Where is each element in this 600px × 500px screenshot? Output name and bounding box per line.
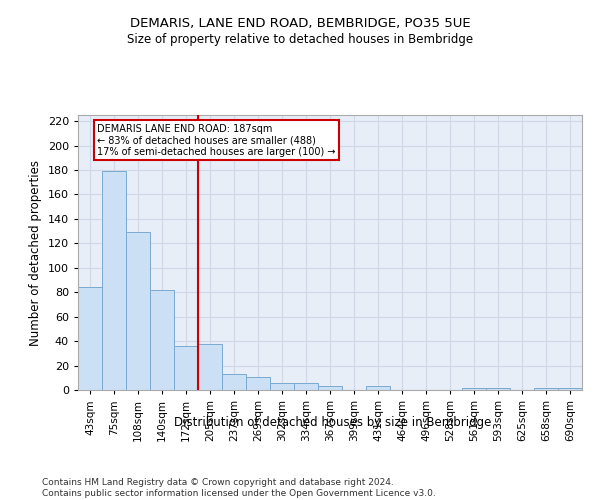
Bar xyxy=(558,388,582,390)
Bar xyxy=(318,386,342,390)
Text: DEMARIS LANE END ROAD: 187sqm
← 83% of detached houses are smaller (488)
17% of : DEMARIS LANE END ROAD: 187sqm ← 83% of d… xyxy=(97,124,336,157)
Text: Distribution of detached houses by size in Bembridge: Distribution of detached houses by size … xyxy=(175,416,491,429)
Bar xyxy=(222,374,246,390)
Bar xyxy=(78,288,102,390)
Bar xyxy=(294,382,318,390)
Bar xyxy=(126,232,150,390)
Bar xyxy=(534,388,558,390)
Text: Contains HM Land Registry data © Crown copyright and database right 2024.
Contai: Contains HM Land Registry data © Crown c… xyxy=(42,478,436,498)
Bar xyxy=(102,171,126,390)
Bar xyxy=(246,376,270,390)
Y-axis label: Number of detached properties: Number of detached properties xyxy=(29,160,42,346)
Bar xyxy=(150,290,174,390)
Bar xyxy=(366,386,390,390)
Text: Size of property relative to detached houses in Bembridge: Size of property relative to detached ho… xyxy=(127,32,473,46)
Bar xyxy=(486,388,510,390)
Bar xyxy=(270,382,294,390)
Bar xyxy=(198,344,222,390)
Text: DEMARIS, LANE END ROAD, BEMBRIDGE, PO35 5UE: DEMARIS, LANE END ROAD, BEMBRIDGE, PO35 … xyxy=(130,18,470,30)
Bar xyxy=(462,388,486,390)
Bar xyxy=(174,346,198,390)
